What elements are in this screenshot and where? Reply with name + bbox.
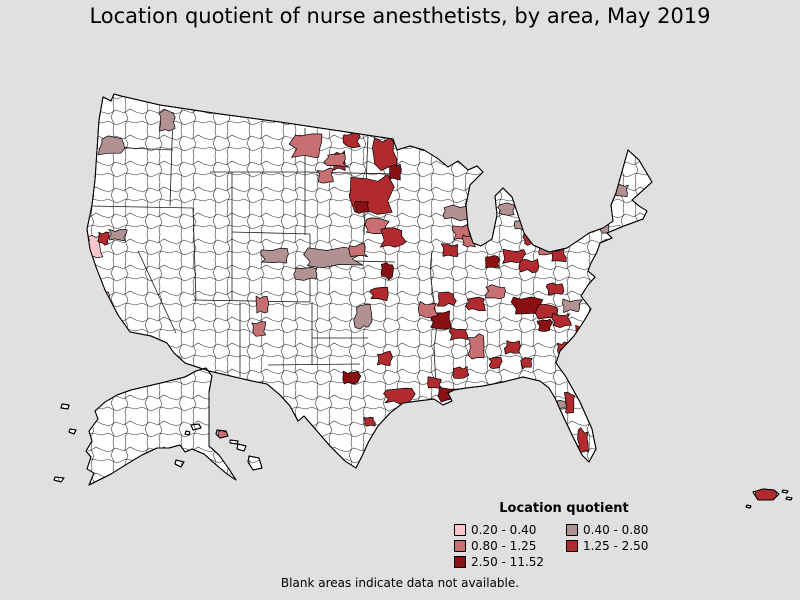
legend-item: 2.50 - 11.52 xyxy=(454,554,566,570)
alaska-outline xyxy=(85,367,237,486)
alaska-island xyxy=(68,428,77,435)
map-region xyxy=(577,427,589,454)
map-region xyxy=(605,173,615,186)
legend-item: 1.25 - 2.50 xyxy=(566,538,648,554)
map-region xyxy=(158,109,176,132)
legend-item: 0.20 - 0.40 xyxy=(454,522,566,538)
legend-label: 1.25 - 2.50 xyxy=(583,539,649,553)
map-region xyxy=(518,258,540,273)
alaska-island xyxy=(53,476,65,483)
map-region xyxy=(376,351,393,367)
legend-swatch xyxy=(454,524,466,536)
map-region xyxy=(504,340,521,355)
map-region xyxy=(323,152,350,168)
legend-swatch xyxy=(566,540,578,552)
map-region xyxy=(609,159,622,184)
map-region xyxy=(389,163,402,181)
map-region xyxy=(380,227,407,248)
legend-swatch xyxy=(566,524,578,536)
legend-item: 0.40 - 0.80 xyxy=(566,522,648,538)
chart-title: Location quotient of nurse anesthetists,… xyxy=(89,4,711,28)
map-region xyxy=(536,318,553,332)
map-region xyxy=(417,301,439,319)
map-region xyxy=(353,303,373,330)
legend-swatch xyxy=(454,556,466,568)
legend-column: 0.40 - 0.80 1.25 - 2.50 xyxy=(566,522,648,554)
map-region xyxy=(488,356,503,369)
map-region xyxy=(563,392,575,414)
map-region xyxy=(255,295,270,314)
map-region xyxy=(108,228,128,242)
legend-label: 0.20 - 0.40 xyxy=(471,523,537,537)
map-region xyxy=(448,327,469,341)
map-region xyxy=(97,135,125,156)
legend-label: 0.80 - 1.25 xyxy=(471,539,537,553)
map-region xyxy=(369,286,389,302)
legend-title: Location quotient xyxy=(499,501,629,516)
map-region xyxy=(485,255,500,269)
map-region xyxy=(465,296,486,312)
alaska-island xyxy=(60,403,70,410)
footnote: Blank areas indicate data not available. xyxy=(280,576,520,590)
legend: Location quotient 0.20 - 0.40 0.80 - 1.25… xyxy=(438,501,690,570)
map-region xyxy=(462,234,476,248)
map-region xyxy=(293,267,318,281)
map-region xyxy=(380,262,394,281)
legend-column: 0.20 - 0.40 0.80 - 1.25 2.50 - 11.52 xyxy=(454,522,566,570)
map-region xyxy=(497,202,516,216)
mainland-outline xyxy=(86,93,653,469)
kodiak-island xyxy=(174,459,185,468)
map-region xyxy=(550,212,592,229)
legend-swatch xyxy=(454,540,466,552)
map-region xyxy=(452,366,470,379)
map-region xyxy=(551,248,567,262)
map-region xyxy=(97,231,110,246)
map-region xyxy=(440,243,459,258)
map-region xyxy=(485,284,506,300)
map-region xyxy=(251,321,267,337)
map-region xyxy=(260,247,289,264)
map-region xyxy=(562,298,583,313)
map-region xyxy=(316,168,334,184)
map-region xyxy=(348,243,368,257)
map-region xyxy=(353,201,369,214)
map-region xyxy=(363,416,376,427)
legend-columns: 0.20 - 0.40 0.80 - 1.25 2.50 - 11.52 0.40 -… xyxy=(438,522,690,570)
map-region xyxy=(520,356,533,370)
map-region xyxy=(436,291,457,307)
map-region xyxy=(288,133,323,159)
map-region xyxy=(551,312,572,329)
legend-label: 0.40 - 0.80 xyxy=(583,523,649,537)
legend-label: 2.50 - 11.52 xyxy=(471,555,545,569)
map-region xyxy=(342,132,361,148)
map-region xyxy=(467,333,485,360)
map-region xyxy=(303,246,364,269)
map-region xyxy=(545,282,565,296)
map-region xyxy=(342,370,362,385)
legend-item: 0.80 - 1.25 xyxy=(454,538,566,554)
